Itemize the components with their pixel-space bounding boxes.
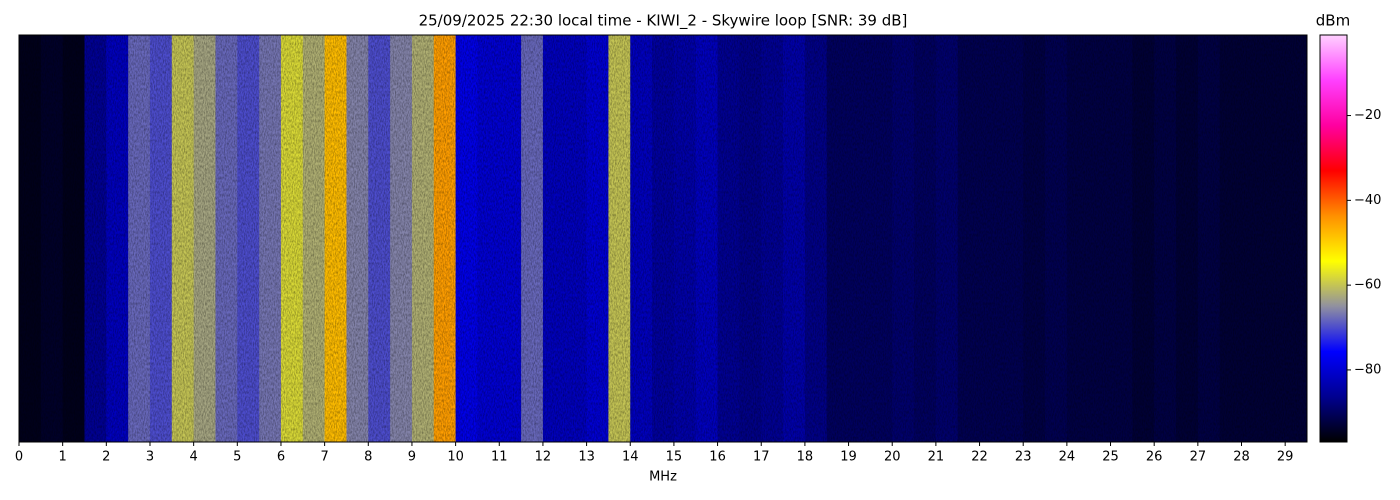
x-axis-label: MHz — [649, 470, 677, 485]
x-tick-label: 7 — [320, 450, 328, 465]
x-tick-label: 21 — [928, 450, 945, 465]
plot-frame — [18, 34, 1308, 443]
x-tick-label: 28 — [1233, 450, 1250, 465]
colorbar-tick-label: −80 — [1354, 362, 1381, 377]
x-tick-label: 0 — [15, 450, 23, 465]
colorbar-tick-label: −40 — [1354, 193, 1381, 208]
x-tick-label: 3 — [146, 450, 154, 465]
x-tick-label: 23 — [1015, 450, 1032, 465]
x-tick-label: 25 — [1102, 450, 1119, 465]
x-tick-label: 26 — [1146, 450, 1163, 465]
x-tick-label: 12 — [535, 450, 552, 465]
x-tick-label: 17 — [753, 450, 770, 465]
x-tick-label: 18 — [797, 450, 814, 465]
x-tick-label: 9 — [408, 450, 416, 465]
x-tick-label: 6 — [277, 450, 285, 465]
x-tick-label: 19 — [840, 450, 857, 465]
x-tick-label: 20 — [884, 450, 901, 465]
noise-texture — [19, 35, 1307, 442]
colorbar — [1319, 34, 1348, 443]
x-tick-label: 15 — [666, 450, 683, 465]
colorbar-tick-label: −60 — [1354, 278, 1381, 293]
x-tick-label: 27 — [1190, 450, 1207, 465]
x-tick-label: 10 — [447, 450, 464, 465]
x-tick-label: 24 — [1059, 450, 1076, 465]
chart-title: 25/09/2025 22:30 local time - KIWI_2 - S… — [419, 12, 908, 31]
x-tick-label: 29 — [1277, 450, 1294, 465]
x-tick-label: 4 — [190, 450, 198, 465]
x-tick-label: 1 — [59, 450, 67, 465]
x-tick-label: 5 — [233, 450, 241, 465]
x-tick-label: 14 — [622, 450, 639, 465]
x-tick-label: 11 — [491, 450, 508, 465]
colorbar-tick-label: −20 — [1354, 108, 1381, 123]
colorbar-label: dBm — [1316, 12, 1350, 30]
x-tick-label: 8 — [364, 450, 372, 465]
x-tick-label: 2 — [102, 450, 110, 465]
x-tick-label: 16 — [709, 450, 726, 465]
x-tick-label: 22 — [971, 450, 988, 465]
x-tick-label: 13 — [578, 450, 595, 465]
